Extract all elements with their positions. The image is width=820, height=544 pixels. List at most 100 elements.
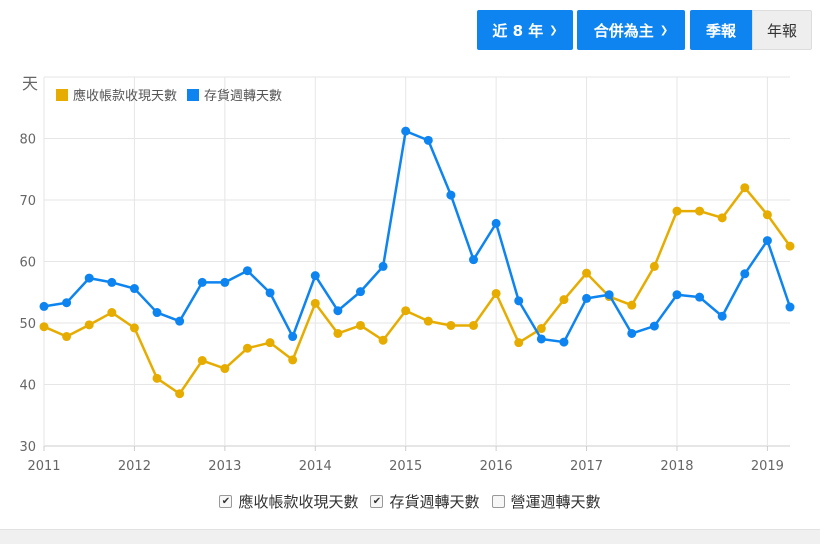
data-point <box>491 288 501 298</box>
data-point <box>423 135 433 145</box>
data-point <box>175 389 185 399</box>
data-point <box>129 284 139 294</box>
data-point <box>785 241 795 251</box>
data-point <box>672 290 682 300</box>
series-line <box>43 129 792 344</box>
y-tick-label: 30 <box>19 440 36 455</box>
y-tick-label: 40 <box>19 379 36 394</box>
legend-swatch <box>56 89 68 101</box>
data-point <box>333 306 343 316</box>
x-tick-label: 2011 <box>27 459 60 474</box>
data-point <box>152 373 162 383</box>
data-point <box>582 293 592 303</box>
data-point <box>197 277 207 287</box>
data-point <box>469 320 479 330</box>
data-point <box>84 320 94 330</box>
quarterly-report-button[interactable]: 季報 <box>690 10 752 50</box>
series-toggle-1[interactable]: ✔ 應收帳款收現天數 <box>219 491 358 512</box>
data-point <box>220 277 230 287</box>
x-tick-label: 2012 <box>118 459 151 474</box>
data-point <box>717 213 727 223</box>
x-tick-label: 2019 <box>751 459 784 474</box>
series-line <box>43 186 792 395</box>
x-tick-label: 2013 <box>208 459 241 474</box>
series-toggle-label: 應收帳款收現天數 <box>238 493 359 511</box>
x-tick-label: 2015 <box>389 459 422 474</box>
chevron-down-icon: ❯ <box>659 24 669 36</box>
period-dropdown-button[interactable]: 近 8 年 ❯ <box>477 10 573 50</box>
data-point <box>627 300 637 310</box>
data-point <box>717 311 727 321</box>
series-toggle-label: 營運週轉天數 <box>510 493 601 511</box>
period-label: 近 8 年 <box>492 21 544 40</box>
legend-label: 應收帳款收現天數 <box>73 88 177 104</box>
report-type-toggle: 季報 年報 <box>690 10 812 50</box>
data-point <box>446 190 456 200</box>
data-point <box>536 334 546 344</box>
data-point <box>84 273 94 283</box>
data-point <box>355 287 365 297</box>
data-point <box>559 337 569 347</box>
data-point <box>559 295 569 305</box>
chevron-down-icon: ❯ <box>549 24 558 36</box>
series-toggle-label: 存貨週轉天數 <box>389 493 480 511</box>
data-point <box>310 271 320 281</box>
checkmark-icon: ✔ <box>221 496 231 507</box>
legend-swatch <box>187 89 199 101</box>
data-point <box>401 126 411 136</box>
data-point <box>333 328 343 338</box>
data-point <box>175 316 185 326</box>
x-tick-label: 2016 <box>480 459 513 474</box>
data-point <box>491 218 501 228</box>
y-axis-label: 天 <box>22 74 38 93</box>
toolbar: 近 8 年 ❯ 合併為主 ❯ 季報 年報 <box>477 10 812 50</box>
checkmark-icon: ✔ <box>372 496 382 507</box>
data-point <box>627 328 637 338</box>
data-point <box>355 320 365 330</box>
data-point <box>695 292 705 302</box>
data-point <box>536 324 546 334</box>
data-point <box>288 332 298 342</box>
checkbox[interactable]: ✔ <box>370 495 384 508</box>
data-point <box>446 320 456 330</box>
data-point <box>762 210 772 220</box>
series-toggle-3[interactable]: 營運週轉天數 <box>491 491 601 512</box>
data-point <box>265 288 275 298</box>
x-tick-label: 2017 <box>570 459 603 474</box>
y-tick-label: 70 <box>19 194 36 209</box>
footer-strip <box>0 529 820 544</box>
data-point <box>469 255 479 265</box>
data-point <box>288 355 298 365</box>
legend-label: 存貨週轉天數 <box>204 88 282 104</box>
data-point <box>695 206 705 216</box>
series-toggle-legend: ✔ 應收帳款收現天數 ✔ 存貨週轉天數 營運週轉天數 <box>0 491 820 512</box>
y-tick-label: 50 <box>19 317 36 332</box>
data-point <box>62 332 72 342</box>
data-point <box>378 335 388 345</box>
data-point <box>39 322 49 332</box>
x-tick-label: 2018 <box>660 459 693 474</box>
annual-report-button[interactable]: 年報 <box>752 10 812 50</box>
data-point <box>785 302 795 312</box>
data-point <box>649 261 659 271</box>
data-point <box>152 308 162 318</box>
data-point <box>378 261 388 271</box>
data-point <box>740 183 750 193</box>
checkbox[interactable] <box>491 495 505 508</box>
series-toggle-2[interactable]: ✔ 存貨週轉天數 <box>370 491 480 512</box>
data-point <box>672 206 682 216</box>
data-point <box>401 306 411 316</box>
data-point <box>62 298 72 308</box>
scope-dropdown-button[interactable]: 合併為主 ❯ <box>577 10 685 50</box>
data-point <box>242 343 252 353</box>
data-point <box>740 269 750 279</box>
data-point <box>649 321 659 331</box>
checkbox[interactable]: ✔ <box>219 495 233 508</box>
data-point <box>107 308 117 318</box>
data-point <box>604 290 614 300</box>
y-tick-label: 60 <box>19 256 36 271</box>
data-point <box>265 338 275 348</box>
data-point <box>107 277 117 287</box>
data-point <box>423 316 433 326</box>
